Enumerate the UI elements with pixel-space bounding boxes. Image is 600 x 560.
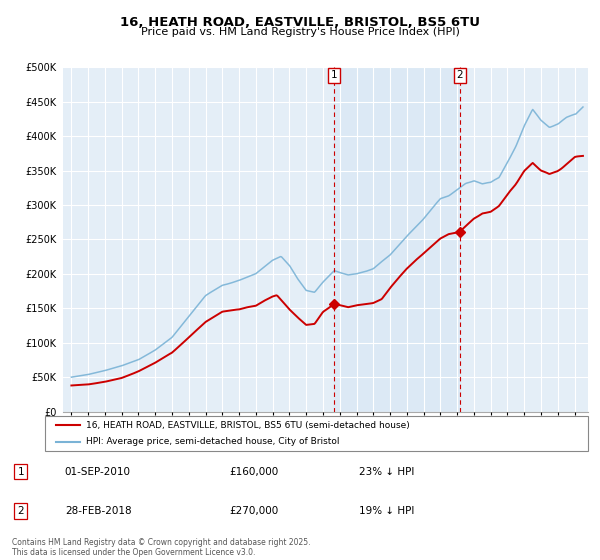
Text: HPI: Average price, semi-detached house, City of Bristol: HPI: Average price, semi-detached house,… xyxy=(86,437,339,446)
Text: £270,000: £270,000 xyxy=(229,506,278,516)
Text: Price paid vs. HM Land Registry's House Price Index (HPI): Price paid vs. HM Land Registry's House … xyxy=(140,27,460,38)
Text: 1: 1 xyxy=(331,71,338,81)
Text: 1: 1 xyxy=(17,466,24,477)
Text: 2: 2 xyxy=(17,506,24,516)
Text: 01-SEP-2010: 01-SEP-2010 xyxy=(65,466,131,477)
Text: 2: 2 xyxy=(457,71,463,81)
Text: 23% ↓ HPI: 23% ↓ HPI xyxy=(359,466,414,477)
Text: 16, HEATH ROAD, EASTVILLE, BRISTOL, BS5 6TU (semi-detached house): 16, HEATH ROAD, EASTVILLE, BRISTOL, BS5 … xyxy=(86,421,409,430)
Text: 19% ↓ HPI: 19% ↓ HPI xyxy=(359,506,414,516)
Bar xyxy=(334,67,460,412)
Text: 28-FEB-2018: 28-FEB-2018 xyxy=(65,506,131,516)
FancyBboxPatch shape xyxy=(45,416,588,451)
Text: £160,000: £160,000 xyxy=(229,466,278,477)
Text: Contains HM Land Registry data © Crown copyright and database right 2025.
This d: Contains HM Land Registry data © Crown c… xyxy=(12,538,311,557)
Text: 16, HEATH ROAD, EASTVILLE, BRISTOL, BS5 6TU: 16, HEATH ROAD, EASTVILLE, BRISTOL, BS5 … xyxy=(120,16,480,29)
